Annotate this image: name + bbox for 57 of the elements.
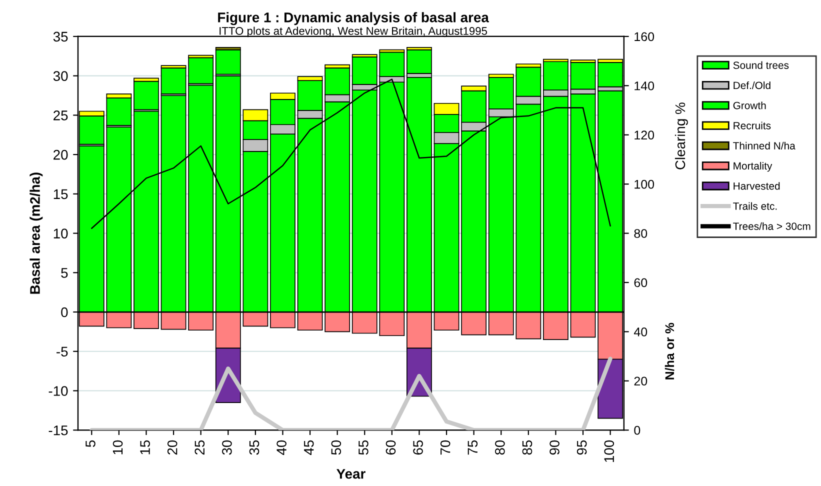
- legend-label: Harvested: [734, 182, 780, 190]
- legend-label: Trees/ha > 30cm: [733, 222, 810, 230]
- x-tick-label: 5: [86, 440, 96, 447]
- legend-label: Recruits: [734, 122, 771, 130]
- y2-tick-label: 80: [634, 229, 648, 238]
- legend-label: Thinned N/ha: [733, 142, 796, 150]
- y-tick-label: 5: [61, 268, 68, 278]
- x-tick-label: 100: [604, 440, 614, 462]
- y-tick-label: 35: [53, 32, 68, 42]
- y2-tick-label: 100: [634, 180, 654, 189]
- y2-tick-label: 60: [634, 278, 648, 288]
- x-tick-label: 90: [550, 440, 560, 455]
- y-tick-label: -5: [56, 346, 68, 357]
- y-tick-label: 0: [61, 307, 68, 318]
- x-tick-label: 75: [468, 440, 478, 455]
- y2-tick-label: 160: [634, 32, 654, 42]
- legend-label: Mortality: [734, 162, 772, 172]
- y-tick-label: 10: [54, 228, 68, 238]
- x-tick-label: 65: [413, 440, 423, 455]
- x-tick-label: 55: [358, 440, 368, 455]
- x-tick-label: 20: [167, 440, 178, 455]
- y2-tick-label: 0: [634, 426, 640, 435]
- legend-label: Def./Old: [734, 81, 770, 90]
- chart-title: Figure 1 : Dynamic analysis of basal area: [218, 12, 489, 26]
- y2-tick-label: 20: [634, 376, 648, 386]
- y-tick-label: 15: [54, 189, 68, 200]
- y-tick-label: 20: [54, 150, 68, 160]
- y-tick-label: -15: [48, 426, 68, 436]
- legend-label: Trails etc.: [733, 202, 777, 210]
- bar: [406, 49, 432, 74]
- x-tick-label: 50: [331, 440, 342, 455]
- x-tick-label: 60: [386, 440, 396, 455]
- x-tick-label: 80: [495, 440, 505, 455]
- x-tick-label: 95: [576, 440, 587, 455]
- y-axis-title: Basal area (m2/ha): [30, 172, 43, 294]
- legend-label: Growth: [733, 102, 766, 110]
- y-tick-label: 25: [54, 110, 68, 120]
- y2-tick-label: 40: [634, 327, 648, 336]
- x-tick-label: 25: [194, 440, 205, 455]
- x-tick-label: 15: [140, 440, 150, 454]
- x-tick-label: 70: [440, 440, 450, 455]
- x-tick-label: 10: [112, 440, 123, 454]
- y-tick-label: 30: [53, 71, 68, 81]
- y2-axis-title: N/ha or %: [664, 322, 674, 380]
- y-tick-label: -10: [48, 386, 68, 396]
- x-tick-label: 45: [304, 440, 314, 455]
- x-tick-label: 30: [222, 440, 232, 455]
- y2-tick-label: 140: [634, 81, 654, 90]
- x-tick-label: 35: [249, 440, 260, 455]
- x-axis-title: Year: [336, 469, 366, 479]
- x-tick-label: 85: [522, 440, 532, 455]
- line-series: [90, 356, 612, 430]
- legend-label: Sound trees: [733, 61, 789, 69]
- text: Clearing %: [674, 102, 688, 170]
- chart-subtitle: ITTO plots at Adeviong, West New Britain, August1995: [220, 26, 488, 38]
- x-tick-label: 40: [276, 440, 286, 455]
- y2-tick-label: 120: [634, 130, 654, 140]
